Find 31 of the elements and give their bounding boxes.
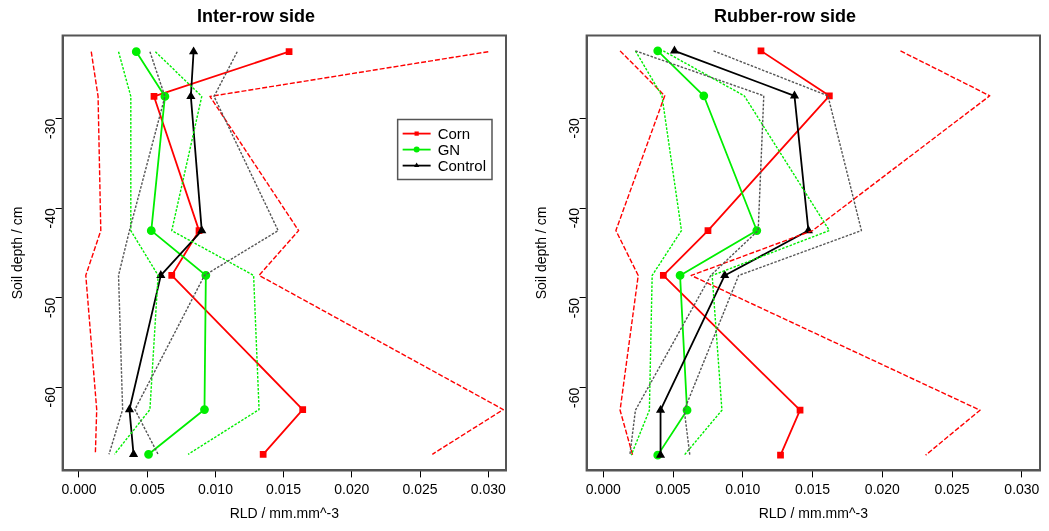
y-tick-label: -40 bbox=[42, 208, 59, 229]
x-axis-title: RLD / mm.mm^-3 bbox=[758, 505, 869, 522]
x-tick-label: 0.010 bbox=[197, 480, 234, 497]
x-tick-label: 0.020 bbox=[864, 480, 901, 497]
x-tick-label: 0.015 bbox=[795, 480, 831, 497]
x-tick-label: 0.010 bbox=[725, 480, 761, 497]
x-tick-label: 0.025 bbox=[934, 480, 970, 497]
x-tick-label: 0.030 bbox=[470, 480, 506, 497]
chart-title: Rubber-row side bbox=[713, 5, 857, 26]
x-tick-label: 0.000 bbox=[61, 480, 97, 497]
legend-label: Corn bbox=[437, 124, 471, 142]
y-tick-label: -60 bbox=[566, 387, 583, 408]
x-tick-label: 0.005 bbox=[129, 480, 165, 497]
y-tick-label: -60 bbox=[42, 386, 59, 408]
x-tick-label: 0.030 bbox=[1004, 480, 1040, 497]
legend-label: Control bbox=[437, 156, 486, 174]
legend-label: GN bbox=[437, 140, 461, 158]
y-tick-label: -30 bbox=[42, 118, 59, 140]
x-tick-label: 0.005 bbox=[655, 480, 691, 497]
chart-title: Inter-row side bbox=[196, 5, 316, 26]
x-axis-title: RLD / mm.mm^-3 bbox=[229, 505, 340, 522]
x-tick-label: 0.020 bbox=[334, 480, 370, 497]
x-tick-label: 0.000 bbox=[585, 480, 622, 497]
y-axis-title: Soil depth / cm bbox=[9, 206, 26, 300]
y-tick-label: -50 bbox=[42, 297, 59, 318]
x-tick-label: 0.025 bbox=[402, 480, 438, 497]
y-tick-label: -50 bbox=[566, 297, 583, 319]
y-axis-title: Soil depth / cm bbox=[533, 206, 550, 300]
y-tick-label: -30 bbox=[566, 118, 583, 139]
y-tick-label: -40 bbox=[566, 207, 583, 229]
x-tick-label: 0.015 bbox=[266, 480, 302, 497]
